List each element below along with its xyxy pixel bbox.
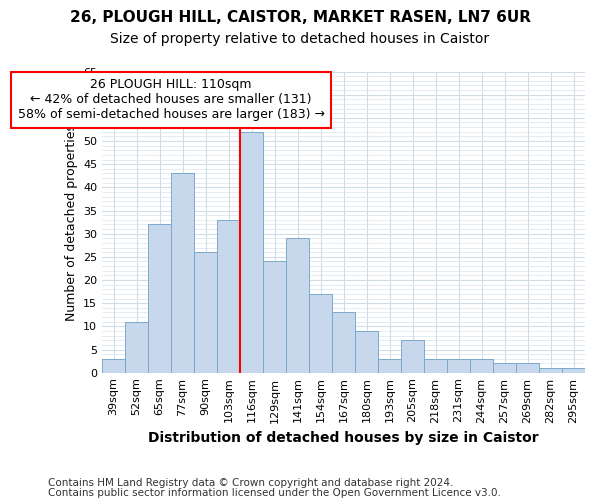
Bar xyxy=(171,174,194,372)
Bar xyxy=(263,262,286,372)
Bar xyxy=(493,364,516,372)
X-axis label: Distribution of detached houses by size in Caistor: Distribution of detached houses by size … xyxy=(148,431,539,445)
Bar xyxy=(378,359,401,372)
Bar xyxy=(562,368,585,372)
Text: Contains public sector information licensed under the Open Government Licence v3: Contains public sector information licen… xyxy=(48,488,501,498)
Y-axis label: Number of detached properties: Number of detached properties xyxy=(65,124,77,320)
Text: 26, PLOUGH HILL, CAISTOR, MARKET RASEN, LN7 6UR: 26, PLOUGH HILL, CAISTOR, MARKET RASEN, … xyxy=(70,10,530,25)
Bar xyxy=(539,368,562,372)
Text: 26 PLOUGH HILL: 110sqm
← 42% of detached houses are smaller (131)
58% of semi-de: 26 PLOUGH HILL: 110sqm ← 42% of detached… xyxy=(17,78,325,122)
Bar xyxy=(148,224,171,372)
Text: Size of property relative to detached houses in Caistor: Size of property relative to detached ho… xyxy=(110,32,490,46)
Bar xyxy=(355,331,378,372)
Bar xyxy=(125,322,148,372)
Text: Contains HM Land Registry data © Crown copyright and database right 2024.: Contains HM Land Registry data © Crown c… xyxy=(48,478,454,488)
Bar xyxy=(194,252,217,372)
Bar xyxy=(447,359,470,372)
Bar xyxy=(102,359,125,372)
Bar xyxy=(401,340,424,372)
Bar xyxy=(470,359,493,372)
Bar xyxy=(286,238,309,372)
Bar xyxy=(424,359,447,372)
Bar xyxy=(240,132,263,372)
Bar xyxy=(332,312,355,372)
Bar xyxy=(217,220,240,372)
Bar xyxy=(309,294,332,372)
Bar xyxy=(516,364,539,372)
